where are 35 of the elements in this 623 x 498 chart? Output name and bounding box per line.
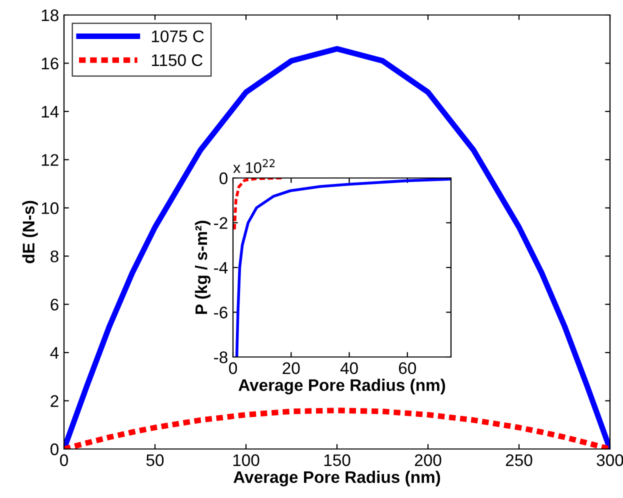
x-axis-title: Average Pore Radius (nm) xyxy=(234,470,440,486)
y-tick-label: 10 xyxy=(42,202,58,214)
legend-label: 1150 C xyxy=(152,54,203,66)
x-tick-label: 200 xyxy=(414,454,442,466)
y-tick-label: 8 xyxy=(50,250,58,262)
y-tick-label: 18 xyxy=(42,9,58,22)
x-tick-label: 60 xyxy=(398,362,416,374)
y-tick-label: 12 xyxy=(42,154,58,166)
line-series xyxy=(235,178,451,357)
y-tick-label: -4 xyxy=(214,262,228,274)
annotation: x 10$^{22}$ xyxy=(233,159,275,174)
line-series xyxy=(233,178,284,231)
legend-label: 1075 C xyxy=(152,30,204,42)
x-tick-label: 250 xyxy=(506,454,532,466)
y-tick-label: -8 xyxy=(214,351,228,364)
y-axis-title: dE (N-s) xyxy=(22,200,38,264)
y-tick-label: 0 xyxy=(220,172,228,184)
x-tick-label: 50 xyxy=(146,454,164,466)
y-tick-label: 4 xyxy=(50,347,59,359)
x-axis-title: Average Pore Radius (nm) xyxy=(238,378,446,394)
x-tick-label: 40 xyxy=(340,362,358,374)
y-tick-label: -6 xyxy=(214,306,228,318)
x-tick-label: 150 xyxy=(324,454,350,466)
x-tick-label: 300 xyxy=(596,454,623,466)
x-tick-label: 100 xyxy=(233,454,260,466)
y-tick-label: 0 xyxy=(50,443,58,456)
y-tick-label: 2 xyxy=(50,395,58,407)
y-tick-label: 14 xyxy=(42,106,59,118)
y-tick-label: 6 xyxy=(50,298,58,311)
y-tick-label: 16 xyxy=(42,58,58,70)
x-tick-label: 20 xyxy=(282,362,300,374)
y-axis-title: P (kg / s-m²) xyxy=(194,220,211,314)
x-tick-label: 0 xyxy=(60,454,68,466)
y-tick-label: -2 xyxy=(214,217,228,229)
x-tick-label: 0 xyxy=(229,362,237,374)
